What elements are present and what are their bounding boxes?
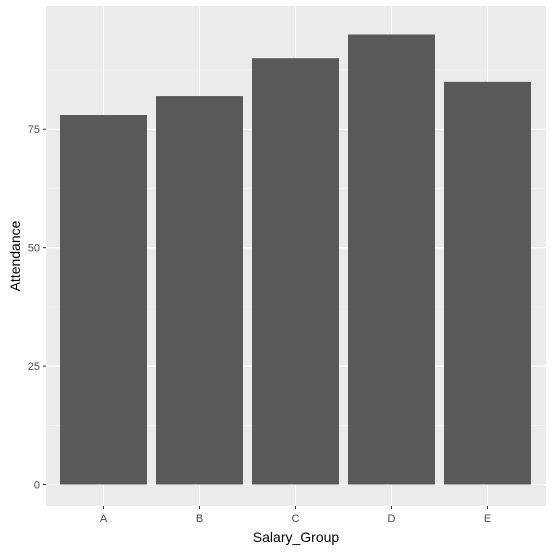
x-tick-label: E <box>484 513 491 525</box>
bar-E <box>444 81 531 485</box>
x-tick-label: A <box>100 513 108 525</box>
bar-B <box>156 96 243 485</box>
y-tick-label: 25 <box>28 361 40 373</box>
x-axis: A B C D E <box>100 506 491 525</box>
x-axis-title: Salary_Group <box>253 529 340 545</box>
y-tick-label: 50 <box>28 243 40 255</box>
bar-D <box>348 34 435 485</box>
bar-C <box>252 58 339 485</box>
x-tick-label: C <box>292 513 300 525</box>
y-axis-title: Attendance <box>7 220 23 291</box>
bars-group <box>60 34 531 485</box>
y-axis: 0 25 50 75 <box>28 124 46 492</box>
y-tick-label: 0 <box>34 480 40 492</box>
bar-A <box>60 115 147 485</box>
y-tick-label: 75 <box>28 124 40 136</box>
x-tick-label: B <box>196 513 203 525</box>
x-tick-label: D <box>388 513 396 525</box>
